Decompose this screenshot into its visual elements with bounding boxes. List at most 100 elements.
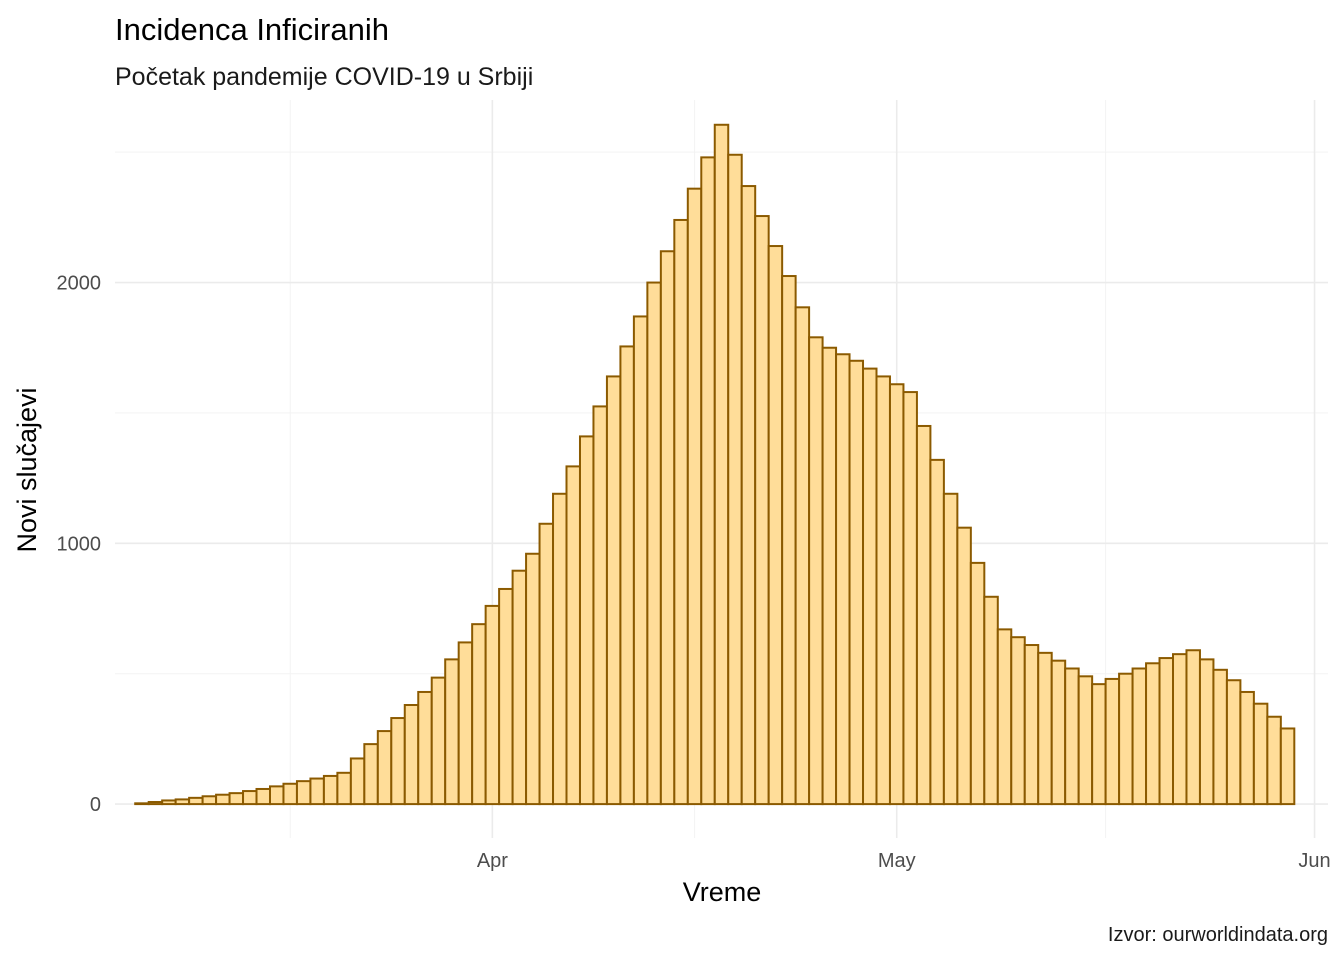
bar: [188, 796, 204, 806]
bar: [336, 771, 352, 806]
bar: [808, 336, 824, 806]
bar: [700, 156, 716, 806]
x-tick-label: Jun: [1298, 850, 1330, 872]
bar: [875, 375, 891, 806]
x-tick-label: Apr: [477, 850, 508, 872]
bar: [578, 435, 595, 806]
x-tick-label: May: [878, 850, 916, 872]
bar: [902, 391, 918, 806]
bar: [471, 623, 487, 806]
bar: [255, 787, 271, 806]
bar: [942, 492, 959, 806]
bar: [376, 730, 393, 806]
bar: [174, 798, 191, 806]
bar: [740, 185, 757, 806]
bar: [969, 561, 986, 806]
bar: [781, 275, 797, 806]
bar: [1064, 667, 1080, 806]
bar: [552, 492, 568, 806]
bar: [268, 785, 285, 806]
bar: [1118, 672, 1134, 806]
bar: [767, 245, 784, 806]
bars: [134, 123, 1296, 806]
bar: [605, 375, 622, 806]
bar: [956, 526, 972, 806]
bar: [1279, 727, 1296, 806]
bar: [862, 367, 878, 806]
bar: [1266, 715, 1282, 806]
bar: [525, 552, 541, 806]
bar: [457, 641, 474, 806]
bar: [1104, 677, 1121, 806]
bar: [538, 522, 555, 806]
y-tick-label: 2000: [57, 273, 102, 295]
bar: [673, 218, 689, 806]
bar: [242, 790, 258, 806]
y-axis-title: Novi slučajevi: [12, 387, 42, 552]
bar: [929, 458, 945, 806]
chart-caption: Izvor: ourworldindata.org: [1108, 924, 1328, 946]
y-tick-label: 1000: [57, 533, 102, 555]
bar: [996, 628, 1013, 806]
y-tick-label: 0: [90, 794, 101, 816]
bar: [848, 359, 865, 806]
bar: [888, 383, 905, 806]
bar: [1239, 690, 1255, 806]
x-axis-title: Vreme: [683, 877, 762, 907]
bar: [1050, 659, 1067, 806]
bar: [754, 215, 770, 806]
bar: [1198, 658, 1215, 806]
bar: [1077, 675, 1094, 806]
bar: [295, 780, 312, 806]
bar: [727, 153, 743, 806]
bar: [1091, 683, 1107, 806]
bar: [1037, 651, 1053, 806]
bar: [390, 717, 406, 806]
chart-title: Incidenca Inficiranih: [115, 12, 389, 47]
bar: [147, 801, 164, 806]
bar: [1145, 662, 1161, 806]
bar: [835, 353, 851, 806]
bar: [1158, 657, 1175, 806]
bar: [659, 250, 676, 806]
bar: [498, 587, 514, 806]
bar: [444, 658, 460, 806]
bar: [1212, 668, 1228, 806]
bar: [646, 281, 662, 806]
bar: [282, 782, 298, 806]
bar: [592, 405, 608, 806]
bar: [215, 793, 231, 806]
bar: [349, 757, 366, 806]
bar: [417, 690, 433, 806]
bar: [403, 704, 420, 806]
bar: [1023, 644, 1040, 806]
bar: [565, 465, 581, 806]
bar: [915, 424, 932, 806]
bar: [309, 777, 325, 806]
bar: [511, 569, 528, 806]
bar: [484, 604, 501, 806]
tick-labels: Apr May Jun 0 1000 2000: [57, 273, 1331, 872]
chart-subtitle: Početak pandemije COVID-19 u Srbiji: [115, 63, 533, 91]
bar: [322, 774, 339, 806]
bar: [1172, 653, 1188, 806]
bar: [619, 345, 635, 806]
bar: [1252, 702, 1269, 806]
bar: [632, 315, 649, 806]
bar: [1225, 679, 1242, 806]
bar: [821, 346, 838, 806]
bar: [363, 743, 379, 806]
bar: [1131, 667, 1148, 806]
bar: [1185, 649, 1201, 806]
bar: [134, 802, 150, 806]
bar: [228, 792, 245, 806]
bar: [201, 795, 218, 806]
bar: [1010, 636, 1026, 806]
bar: [686, 187, 703, 806]
bar: [430, 676, 447, 806]
bar: [161, 799, 177, 806]
bar: [794, 306, 811, 806]
bar: [983, 595, 999, 806]
